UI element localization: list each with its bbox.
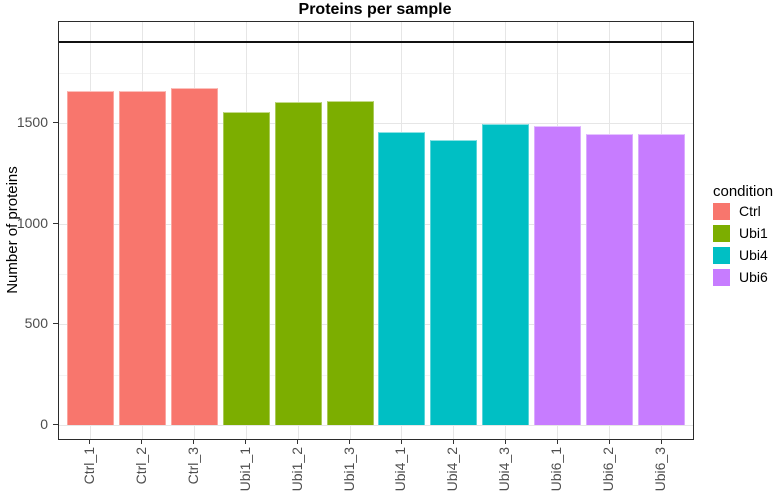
x-tick-Ubi4_2 — [452, 439, 454, 444]
y-tick-500 — [53, 323, 58, 325]
x-tick-Ctrl_2 — [141, 439, 143, 444]
x-tick-Ubi6_2 — [608, 439, 610, 444]
legend-key-Ctrl — [713, 203, 730, 220]
x-tick-Ubi6_1 — [556, 439, 558, 444]
chart-title: Proteins per sample — [298, 1, 452, 18]
x-tick-Ubi6_3 — [660, 439, 662, 444]
plot-panel — [58, 21, 694, 440]
legend-label-Ubi1: Ubi1 — [739, 225, 768, 241]
y-tick-1000 — [53, 222, 58, 224]
x-tick-label-Ctrl_1: Ctrl_1 — [80, 447, 97, 485]
legend-key-Ubi6 — [713, 269, 730, 286]
x-tick-label-Ubi1_2: Ubi1_2 — [288, 447, 305, 492]
x-tick-Ubi1_2 — [297, 439, 299, 444]
x-tick-label-Ctrl_2: Ctrl_2 — [132, 447, 149, 485]
y-tick-label-500: 500 — [24, 315, 48, 332]
major-gridline-500 — [59, 324, 693, 326]
minor-gridline-1250 — [59, 173, 693, 175]
bar-Ubi6_3 — [638, 133, 686, 425]
major-gridline-1500 — [59, 123, 693, 125]
legend-key-Ubi4 — [713, 247, 730, 264]
legend-label-Ubi4: Ubi4 — [739, 247, 768, 263]
minor-gridline-250 — [59, 374, 693, 376]
x-tick-label-Ubi1_3: Ubi1_3 — [340, 447, 357, 492]
x-tick-label-Ubi4_2: Ubi4_2 — [444, 447, 461, 492]
legend-label-Ubi6: Ubi6 — [739, 269, 768, 285]
x-tick-label-Ubi6_3: Ubi6_3 — [652, 447, 669, 492]
legend-key-Ubi1 — [713, 225, 730, 242]
bar-Ubi1_2 — [274, 101, 322, 425]
bar-Ubi4_2 — [430, 139, 478, 425]
x-tick-Ubi4_3 — [504, 439, 506, 444]
x-tick-label-Ubi4_1: Ubi4_1 — [392, 447, 409, 492]
legend-title: condition — [713, 183, 774, 200]
x-tick-Ctrl_1 — [89, 439, 91, 444]
x-tick-label-Ctrl_3: Ctrl_3 — [184, 447, 201, 485]
x-tick-Ubi1_1 — [245, 439, 247, 444]
bar-Ctrl_1 — [66, 90, 114, 425]
bar-Ubi4_1 — [378, 131, 426, 425]
major-gridline-0 — [59, 424, 693, 426]
minor-gridline-750 — [59, 274, 693, 276]
x-tick-label-Ubi6_1: Ubi6_1 — [548, 447, 565, 492]
y-tick-label-1500: 1500 — [16, 114, 48, 131]
y-tick-0 — [53, 423, 58, 425]
major-gridline-1000 — [59, 223, 693, 225]
bar-Ubi6_1 — [534, 125, 582, 425]
x-tick-label-Ubi4_3: Ubi4_3 — [496, 447, 513, 492]
y-tick-label-0: 0 — [40, 415, 48, 432]
total-proteins-hline — [59, 41, 693, 44]
y-tick-label-1000: 1000 — [16, 214, 48, 231]
minor-gridline-1750 — [59, 73, 693, 75]
bar-Ubi4_3 — [482, 123, 530, 425]
bar-Ubi1_1 — [222, 111, 270, 425]
bar-Ubi1_3 — [326, 100, 374, 425]
x-tick-Ctrl_3 — [193, 439, 195, 444]
x-tick-Ubi4_1 — [400, 439, 402, 444]
bar-Ctrl_2 — [118, 91, 166, 425]
y-tick-1500 — [53, 122, 58, 124]
bar-Ubi6_2 — [586, 133, 634, 425]
bar-Ctrl_3 — [170, 87, 218, 425]
x-tick-label-Ubi6_2: Ubi6_2 — [600, 447, 617, 492]
x-tick-label-Ubi1_1: Ubi1_1 — [236, 447, 253, 492]
x-tick-Ubi1_3 — [349, 439, 351, 444]
legend-label-Ctrl: Ctrl — [739, 203, 761, 219]
